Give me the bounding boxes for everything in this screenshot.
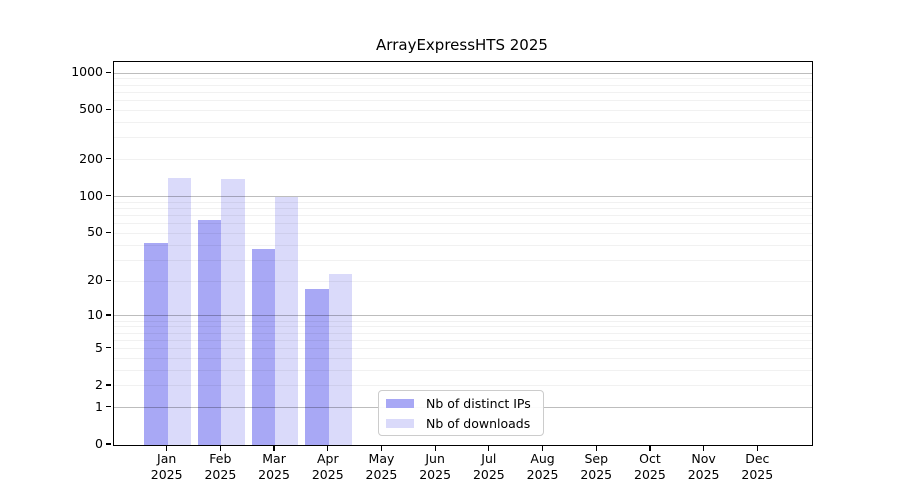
- x-tick-label: Dec 2025: [741, 451, 774, 482]
- y-tick-label: 0: [95, 436, 103, 451]
- bar-downloads-feb: [221, 179, 245, 445]
- bar-distinct-ips-mar: [251, 249, 276, 445]
- y-tick-label: 10: [87, 306, 103, 322]
- y-axis-tick: [106, 195, 111, 197]
- x-tick-label: Nov 2025: [687, 451, 720, 482]
- x-axis-tick: [595, 445, 597, 451]
- x-axis-tick: [273, 445, 275, 451]
- x-tick-label: Feb 2025: [204, 451, 237, 482]
- x-tick-label: Mar 2025: [258, 451, 290, 482]
- bar-downloads-mar: [275, 196, 299, 445]
- legend: Nb of distinct IPs Nb of downloads: [378, 390, 544, 436]
- y-axis-tick: [106, 443, 111, 445]
- x-tick-label: Apr 2025: [311, 451, 344, 482]
- bar-distinct-ips-jan: [144, 242, 168, 445]
- x-axis-tick: [327, 445, 329, 451]
- bar-layer: [114, 62, 812, 445]
- x-tick-label: Oct 2025: [634, 451, 666, 482]
- x-axis-tick: [380, 445, 383, 451]
- y-axis-tick: [106, 384, 111, 386]
- x-tick-label: Jan 2025: [150, 451, 183, 482]
- x-axis-tick: [488, 445, 490, 451]
- x-axis-tick: [166, 445, 168, 451]
- x-axis-tick: [541, 445, 544, 451]
- bar-downloads-jan: [167, 178, 191, 445]
- y-axis-tick: [106, 108, 111, 111]
- y-axis-tick: [106, 71, 111, 73]
- x-axis-tick: [219, 445, 222, 451]
- x-axis-tick: [649, 445, 651, 451]
- y-axis-tick: [106, 279, 111, 281]
- x-axis-tick: [702, 445, 705, 451]
- x-tick-label: Jul 2025: [472, 451, 505, 482]
- x-tick-label: Jun 2025: [419, 451, 452, 482]
- chart-title: ArrayExpressHTS 2025: [376, 36, 548, 54]
- y-axis-tick: [106, 346, 111, 349]
- y-tick-label: 500: [79, 101, 103, 117]
- y-tick-label: 1000: [71, 64, 103, 80]
- bar-distinct-ips-apr: [305, 289, 329, 445]
- y-tick-label: 20: [87, 272, 103, 288]
- bar-distinct-ips-feb: [198, 220, 222, 445]
- x-tick-label: Sep 2025: [580, 451, 613, 482]
- legend-label-distinct-ips: Nb of distinct IPs: [426, 395, 531, 411]
- y-tick-label: 1: [95, 398, 103, 414]
- bar-downloads-apr: [328, 274, 353, 445]
- legend-label-downloads: Nb of downloads: [426, 415, 531, 431]
- legend-swatch-downloads: [386, 418, 414, 428]
- plot-area: [113, 61, 813, 446]
- legend-item-distinct-ips: Nb of distinct IPs: [386, 396, 543, 411]
- legend-swatch-distinct-ips: [386, 398, 414, 408]
- y-axis-tick: [106, 231, 111, 234]
- y-tick-label: 200: [79, 150, 103, 166]
- x-tick-label: Aug 2025: [526, 451, 559, 482]
- y-tick-label: 2: [95, 376, 103, 392]
- x-axis-tick: [756, 445, 758, 451]
- x-axis-tick: [434, 445, 436, 451]
- y-tick-label: 100: [79, 187, 103, 203]
- y-tick-label: 50: [87, 224, 103, 240]
- legend-item-downloads: Nb of downloads: [386, 416, 543, 431]
- y-axis-tick: [106, 314, 111, 316]
- y-axis-tick: [106, 406, 111, 408]
- y-tick-label: 5: [95, 339, 103, 355]
- y-axis-tick: [106, 157, 111, 160]
- x-tick-label: May 2025: [365, 451, 398, 482]
